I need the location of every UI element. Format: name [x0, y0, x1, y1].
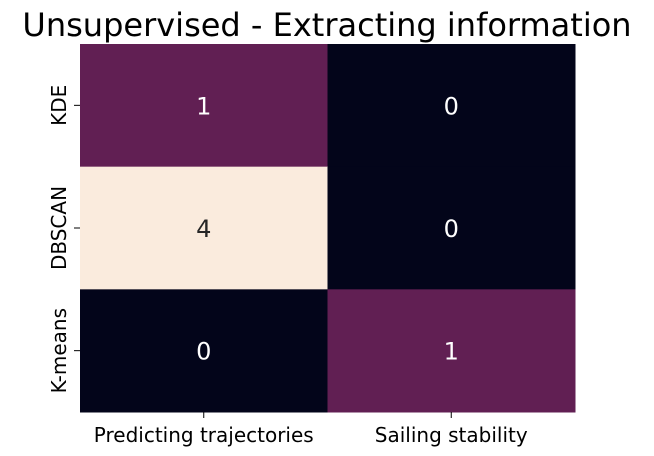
heatmap-cell-value: 1 [196, 92, 211, 120]
heatmap-cell [80, 166, 328, 290]
heatmap-cell [80, 44, 328, 168]
heatmap-cell [327, 289, 576, 413]
heatmap-cell-value: 1 [444, 338, 459, 366]
heatmap-cell-value: 0 [444, 215, 459, 243]
chart-title: Unsupervised - Extracting information [22, 6, 631, 44]
heatmap-cell-value: 0 [196, 338, 211, 366]
heatmap-cell-labels: 1 0 4 0 0 1 [196, 92, 459, 365]
heatmap-cell [80, 289, 328, 413]
x-tick-label: Predicting trajectories [94, 423, 314, 447]
heatmap-cell-value: 0 [444, 92, 459, 120]
heatmap-cells [80, 44, 576, 413]
y-tick-label: KDE [47, 85, 71, 126]
heatmap-cell [327, 44, 576, 168]
y-axis: KDE DBSCAN K-means [47, 85, 80, 393]
y-tick-label: K-means [47, 308, 71, 393]
y-tick-label: DBSCAN [47, 186, 71, 270]
x-tick-label: Sailing stability [375, 423, 528, 447]
x-axis: Predicting trajectories Sailing stability [94, 412, 528, 447]
heatmap-cell [327, 166, 576, 290]
heatmap-cell-value: 4 [196, 215, 211, 243]
